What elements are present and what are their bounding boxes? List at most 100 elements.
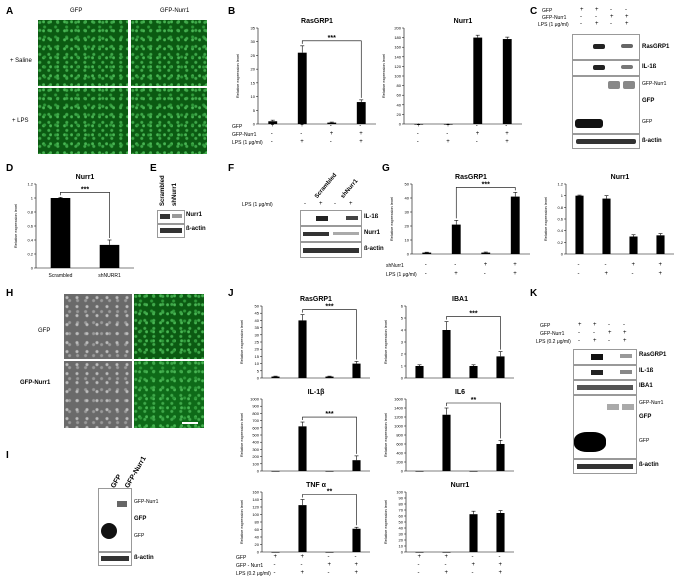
- bar: [473, 37, 483, 124]
- f-label-actin: ß-actin: [364, 246, 384, 252]
- y-tick-label: 300: [252, 447, 259, 452]
- y-tick-label: 200: [252, 454, 259, 459]
- panel-label-c: C: [530, 6, 538, 17]
- y-tick-label: 0: [401, 550, 404, 555]
- micrograph-h-nurr1-phase: [64, 361, 132, 428]
- blot-sign: +: [578, 322, 582, 328]
- y-tick-label: 5: [401, 316, 404, 321]
- treatment-sign: +: [300, 554, 305, 560]
- bar: [510, 196, 520, 254]
- bar: [271, 552, 280, 553]
- chart-title: IL6: [455, 389, 465, 396]
- significance-bracket: [60, 192, 110, 238]
- treatment-sign: +: [604, 271, 609, 277]
- bar: [415, 552, 424, 553]
- treatment-sign: +: [329, 131, 334, 137]
- y-tick-label: 900: [252, 404, 259, 409]
- y-axis-label: Relative expression level: [235, 54, 240, 98]
- treatment-sign: -: [475, 123, 478, 129]
- treatment-sign: +: [631, 262, 636, 268]
- y-tick-label: 200: [396, 460, 403, 465]
- i-label-actin: ß-actin: [134, 555, 154, 561]
- blot-sign: +: [319, 201, 323, 207]
- f-band: [333, 232, 359, 235]
- k-label-actin: ß-actin: [639, 462, 659, 468]
- bar: [352, 528, 361, 552]
- bar: [481, 252, 491, 254]
- y-axis-label: Relative expression level: [239, 320, 244, 364]
- y-tick-label: 40: [255, 535, 260, 540]
- panel-label-e: E: [150, 163, 157, 174]
- blot-sign: +: [593, 322, 597, 328]
- significance-stars: ***: [325, 304, 333, 311]
- y-tick-label: 90: [399, 496, 404, 501]
- c-head-lps: LPS (1 μg/ml): [538, 22, 569, 28]
- y-tick-label: 40: [405, 196, 410, 201]
- bar: [325, 552, 334, 553]
- chart-j-rasgrp1: RasGRP1 Relative expression level 0 5 10 15 20…: [239, 296, 370, 381]
- chart-title: Nurr1: [454, 18, 473, 25]
- treatment-row-label: LPS (1 μg/ml): [386, 272, 417, 278]
- x-category-label: Scrambled: [49, 273, 73, 279]
- y-tick-label: 30: [255, 332, 260, 337]
- treatment-sign: +: [300, 123, 304, 129]
- treatment-sign: -: [327, 554, 330, 560]
- y-tick-label: 10: [255, 361, 260, 366]
- significance-bracket: [455, 187, 516, 219]
- treatment-row-label: GFP: [236, 555, 247, 561]
- y-tick-label: 20: [255, 347, 260, 352]
- blot-sign: -: [610, 21, 612, 27]
- treatment-sign: +: [444, 554, 449, 560]
- y-tick-label: 100: [394, 74, 401, 79]
- bar: [451, 224, 461, 254]
- panel-label-i: I: [6, 450, 9, 461]
- chart-title: Nurr1: [76, 174, 95, 181]
- b-treatment-table: GFP + + - - + + - - GFP-Nurr1 - - + + - - + + LPS (1 μg/ml…: [232, 123, 532, 154]
- y-axis-label: Relative expression level: [383, 320, 388, 364]
- y-axis-label: Relative expression level: [381, 54, 386, 98]
- treatment-sign: -: [327, 570, 330, 576]
- bar: [325, 376, 334, 378]
- treatment-sign: +: [513, 262, 517, 268]
- significance-bracket: [302, 416, 357, 454]
- treatment-row-label: LPS (0.2 μg/ml): [236, 571, 271, 577]
- y-tick-label: 20: [397, 112, 402, 117]
- micrograph-a-nurr1-saline: [131, 20, 207, 86]
- k-label-iba1: IBA1: [639, 383, 653, 389]
- chart-title: Nurr1: [451, 482, 470, 489]
- blot-sign: +: [595, 21, 599, 27]
- y-tick-label: 1.2: [27, 182, 33, 187]
- y-tick-label: 120: [394, 64, 401, 69]
- treatment-row-label: GFP - Nurr1: [236, 563, 264, 569]
- c-band: [621, 65, 633, 69]
- y-tick-label: 15: [255, 354, 260, 359]
- bar: [327, 122, 337, 124]
- blot-sign: -: [334, 201, 336, 207]
- f-blot-il1b: [300, 210, 362, 226]
- chart-title: RasGRP1: [301, 18, 333, 25]
- blot-sign: +: [625, 21, 629, 27]
- k-band: [607, 404, 619, 410]
- blot-sign: +: [580, 7, 584, 13]
- bar: [298, 320, 307, 378]
- blot-sign: +: [623, 338, 627, 344]
- chart-b-rasgrp1: RasGRP1 Relative expression level 0 5 10 15 20…: [235, 18, 376, 127]
- y-tick-label: 0.4: [27, 238, 33, 243]
- i-blot-gfp: [98, 488, 132, 552]
- y-tick-label: 100: [252, 512, 259, 517]
- panel-label-k: K: [530, 288, 538, 299]
- i-band: [101, 523, 117, 539]
- blot-sign: -: [625, 7, 627, 13]
- y-tick-label: 0.4: [557, 228, 563, 233]
- f-lane-scrambled: Scrambled: [314, 172, 339, 200]
- y-tick-label: 0.6: [27, 224, 33, 229]
- significance-bracket: [301, 40, 362, 98]
- bar: [356, 102, 366, 124]
- k-label-gfp-main: GFP: [639, 414, 652, 420]
- y-axis-label: Relative expression level: [239, 500, 244, 544]
- micrograph-h-gfp-phase: [64, 294, 132, 359]
- treatment-sign: +: [300, 570, 305, 576]
- significance-stars: **: [471, 397, 477, 404]
- y-axis-label: Relative expression level: [239, 413, 244, 457]
- micrograph-a-nurr1-lps: [131, 88, 207, 154]
